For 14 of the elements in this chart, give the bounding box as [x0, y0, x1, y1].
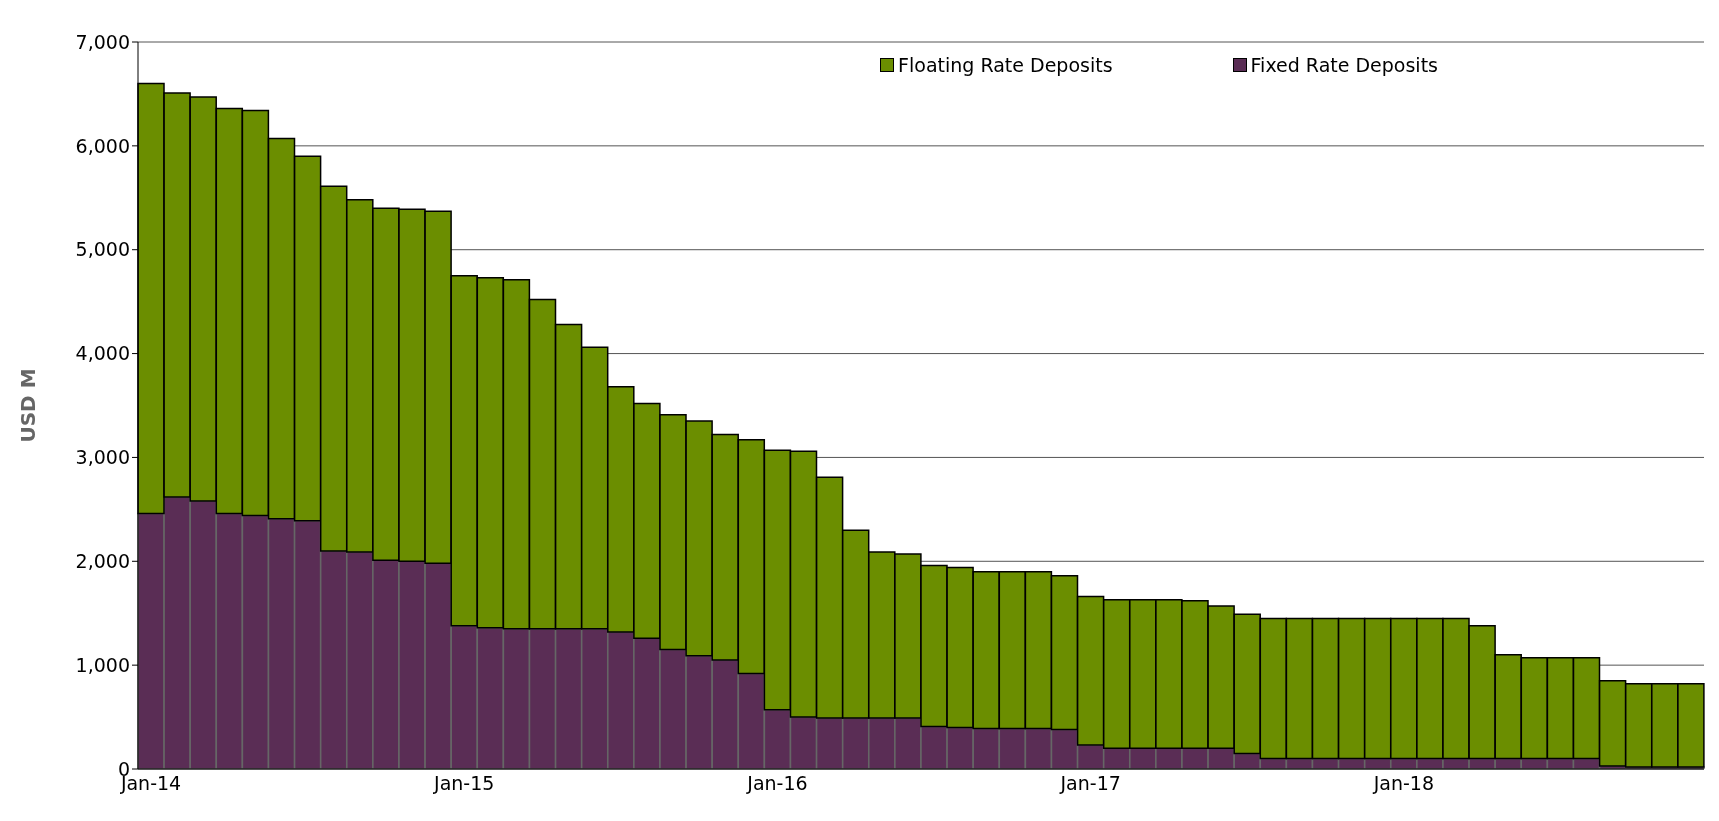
x-tick-label: Jan-15: [433, 772, 495, 795]
legend-label: Fixed Rate Deposits: [1250, 54, 1438, 76]
y-tick-label: 3,000: [75, 446, 130, 469]
legend-label: Floating Rate Deposits: [898, 54, 1113, 76]
y-tick-label: 5,000: [75, 238, 130, 261]
y-tick-label: 1,000: [75, 653, 130, 676]
x-tick-label: Jan-18: [1372, 772, 1435, 795]
y-tick-label: 6,000: [75, 134, 130, 157]
y-tick-label: 2,000: [75, 550, 130, 573]
x-tick-label: Jan-17: [1059, 772, 1121, 795]
y-tick-label: 7,000: [75, 30, 130, 53]
x-tick-label: Jan-16: [746, 772, 808, 795]
y-tick-label: 4,000: [75, 342, 130, 365]
y-axis-title: USD M: [16, 368, 41, 443]
